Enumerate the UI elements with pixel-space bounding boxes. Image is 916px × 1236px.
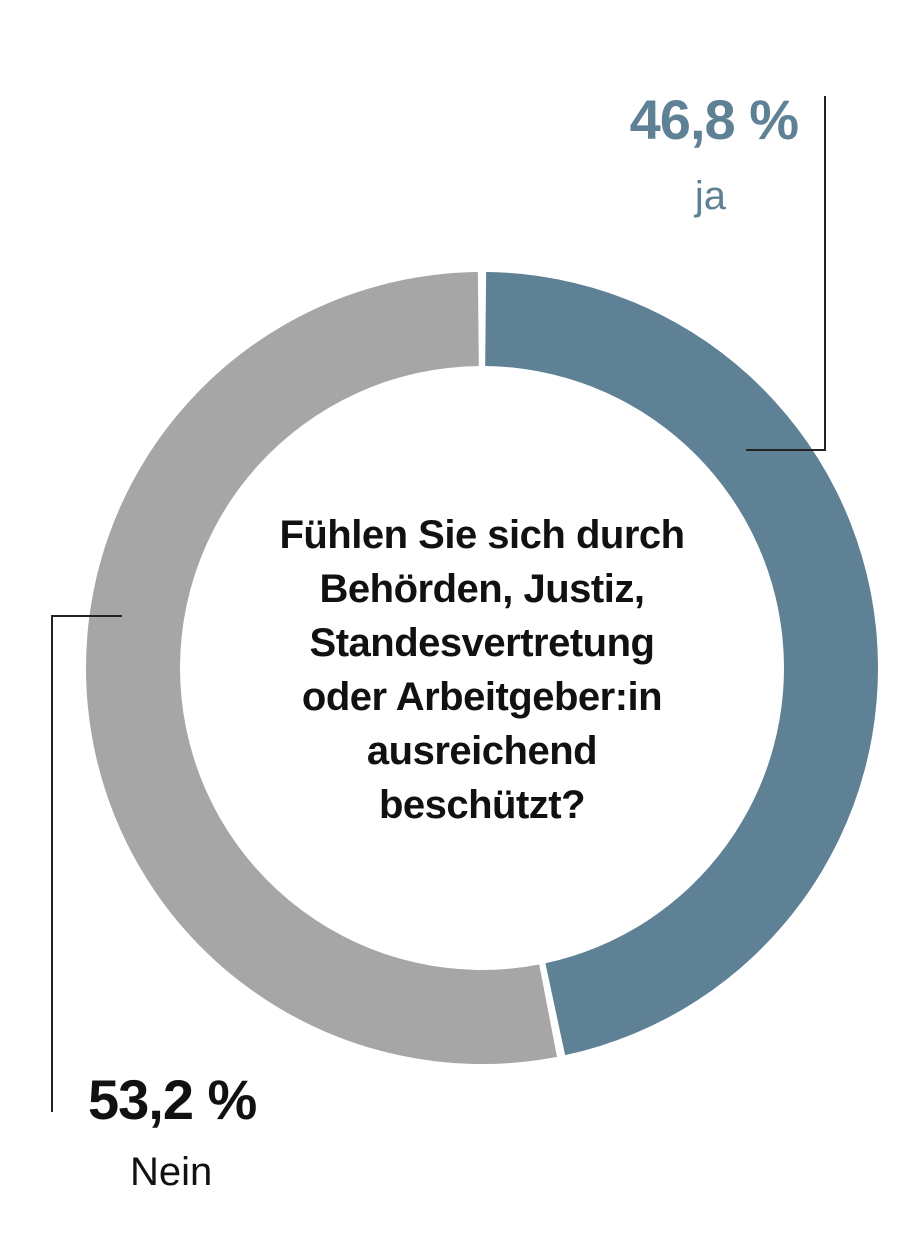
chart-title-line: oder Arbeitgeber:in bbox=[301, 675, 663, 719]
donut-slice-ja bbox=[485, 272, 879, 1056]
donut-slice-nein bbox=[85, 272, 558, 1064]
chart-title-line: Fühlen Sie sich durch bbox=[279, 513, 685, 557]
data-label-nein-category: Nein bbox=[130, 1150, 213, 1194]
leader-lines bbox=[51, 96, 826, 1112]
chart-title: Fühlen Sie sich durch Behörden, Justiz, … bbox=[232, 508, 732, 832]
chart-title-line: beschützt? bbox=[378, 783, 586, 827]
data-label-ja-category: ja bbox=[694, 174, 726, 218]
data-label-nein-value: 53,2 % bbox=[88, 1068, 257, 1131]
leader-line-ja bbox=[746, 96, 826, 451]
donut-slices bbox=[85, 272, 879, 1064]
chart-title-line: ausreichend bbox=[366, 729, 598, 773]
chart-title-line: Behörden, Justiz, bbox=[319, 567, 645, 611]
chart-title-line: Standesvertretung bbox=[309, 621, 655, 665]
data-label-ja-value: 46,8 % bbox=[629, 88, 799, 151]
leader-line-nein bbox=[51, 615, 122, 1112]
